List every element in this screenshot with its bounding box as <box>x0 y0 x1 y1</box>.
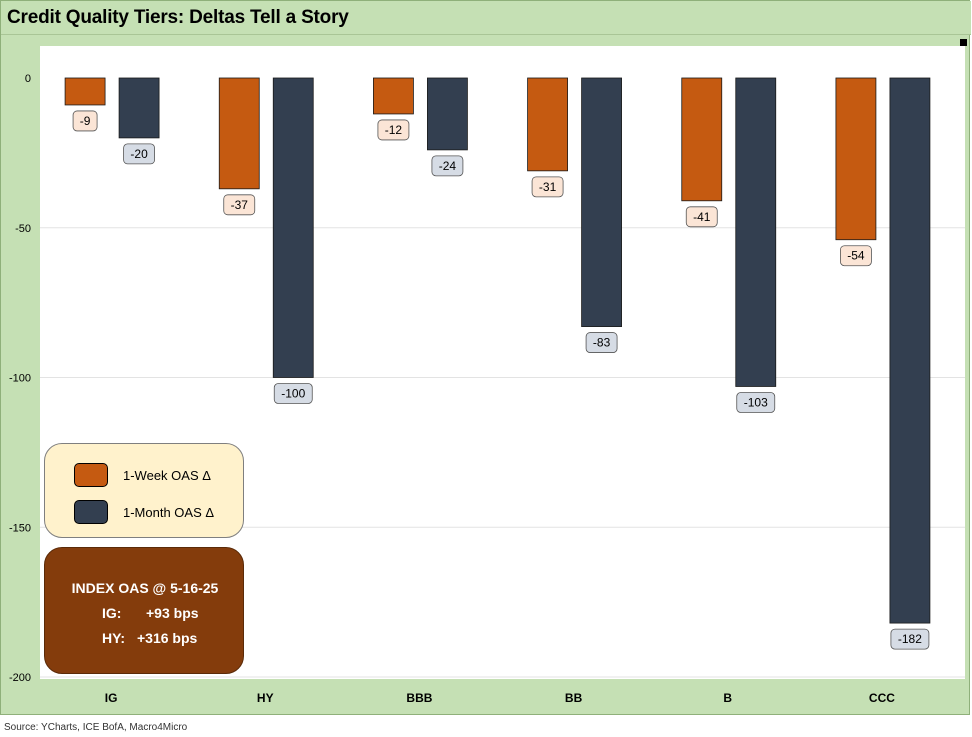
data-label: -37 <box>231 198 249 212</box>
legend-label-week: 1-Week OAS Δ <box>123 468 211 483</box>
title-bar: Credit Quality Tiers: Deltas Tell a Stor… <box>1 1 971 35</box>
x-tick-label: BB <box>565 691 583 705</box>
bar-week <box>64 77 106 106</box>
index-hy-label: HY: <box>102 630 126 646</box>
data-label: -12 <box>385 123 403 137</box>
data-label: -31 <box>539 180 557 194</box>
data-label-box <box>273 383 313 404</box>
bar-week <box>218 77 260 190</box>
index-hy-value: +316 bps <box>137 630 198 646</box>
bar-month <box>118 77 160 139</box>
data-label: -100 <box>281 387 305 401</box>
data-label-box <box>531 176 564 198</box>
legend-label-month: 1-Month OAS Δ <box>123 505 215 520</box>
y-tick-label: -150 <box>9 522 31 534</box>
data-label: -83 <box>593 336 611 350</box>
data-label-box <box>123 143 155 165</box>
legend-swatch-week <box>74 463 108 487</box>
data-label-box <box>431 155 464 177</box>
data-label-box <box>72 110 98 132</box>
data-label: -54 <box>847 249 865 263</box>
index-oas-title: INDEX OAS @ 5-16-25 <box>71 580 219 596</box>
data-label-box <box>890 628 930 650</box>
data-label-box <box>840 245 872 267</box>
bar-month <box>735 77 777 387</box>
bar-month <box>889 77 931 624</box>
y-tick-label: 0 <box>25 73 31 85</box>
x-tick-label: BBB <box>406 691 432 705</box>
data-label-box <box>223 194 256 216</box>
index-ig-label: IG: <box>102 605 122 621</box>
bar-week <box>681 77 723 202</box>
y-tick-label: -200 <box>9 672 31 684</box>
source-note: Source: YCharts, ICE BofA, Macro4Micro <box>4 722 188 733</box>
chart-title: Credit Quality Tiers: Deltas Tell a Stor… <box>7 7 349 28</box>
data-label-box <box>585 332 618 353</box>
legend-swatch-month <box>74 500 108 524</box>
y-tick-label: -100 <box>9 373 31 385</box>
y-tick-label: -50 <box>15 223 31 235</box>
index-oas-box: INDEX OAS @ 5-16-25 IG: +93 bps HY: +316… <box>44 547 244 674</box>
bar-week <box>527 77 568 172</box>
x-tick-label: HY <box>257 691 274 705</box>
data-label-box <box>685 206 718 228</box>
legend: 1-Week OAS Δ 1-Month OAS Δ <box>44 443 244 538</box>
data-label: -24 <box>439 159 457 173</box>
data-label: -182 <box>898 632 922 646</box>
x-tick-label: IG <box>105 691 118 705</box>
bar-week <box>835 77 877 241</box>
bar-month <box>427 77 468 151</box>
data-label: -9 <box>80 114 91 128</box>
bar-week <box>373 77 414 115</box>
x-tick-label: CCC <box>869 691 895 705</box>
data-label: -20 <box>130 147 148 161</box>
data-label: -41 <box>693 210 711 224</box>
bar-month <box>272 77 314 378</box>
x-tick-label: B <box>723 691 732 705</box>
data-label-box <box>736 392 776 413</box>
bar-month <box>581 77 622 327</box>
data-label-box <box>377 119 410 141</box>
resize-handle-icon[interactable] <box>960 39 967 46</box>
data-label: -103 <box>744 395 768 409</box>
index-ig-value: +93 bps <box>146 605 199 621</box>
